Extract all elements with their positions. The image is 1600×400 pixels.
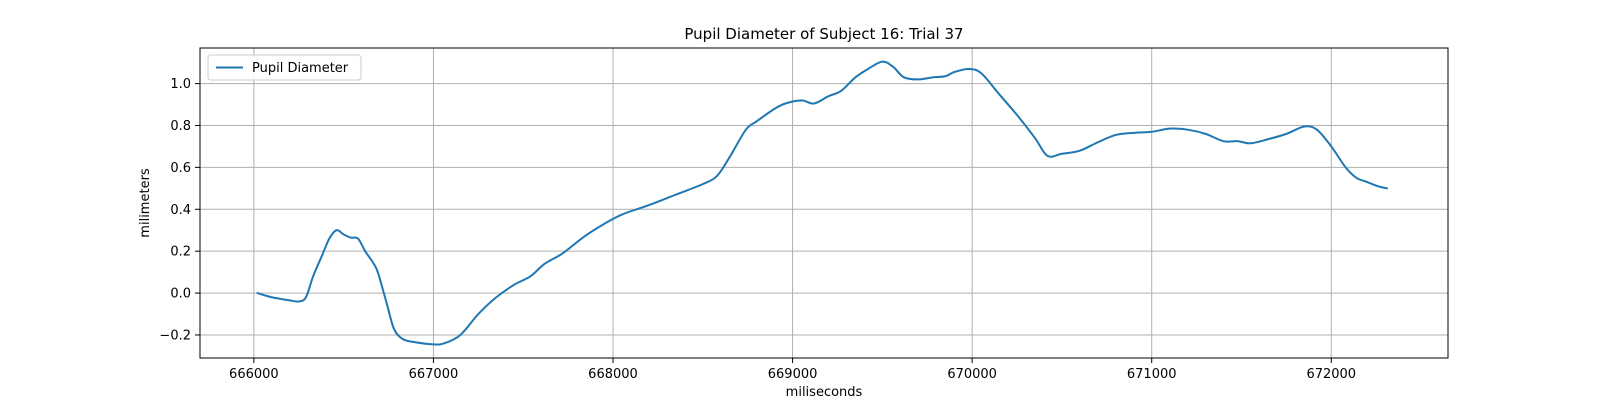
series-line-pupil-diameter [256,60,1388,346]
y-tick-label: 0.0 [170,287,191,302]
series-group [256,60,1388,346]
y-tick-label: 1.0 [170,77,191,92]
y-tick-label: 0.2 [170,245,191,260]
x-tick-label: 671000 [1127,367,1177,382]
x-tick-label: 672000 [1306,367,1356,382]
legend-label-pupil-diameter: Pupil Diameter [252,61,349,76]
x-axis-label: miliseconds [786,385,863,400]
x-tick-label: 666000 [229,367,279,382]
y-tick-label: 0.6 [170,161,191,176]
x-tick-label: 667000 [409,367,459,382]
x-axis: 666000 667000 668000 669000 670000 671000 6720… [229,358,1356,382]
y-tick-label: 0.8 [170,119,191,134]
x-tick-label: 668000 [588,367,638,382]
plot-area-frame [199,47,1449,359]
legend-box [207,54,362,81]
x-tick-label: 669000 [768,367,818,382]
chart-title: Pupil Diameter of Subject 16: Trial 37 [684,25,963,43]
grid [200,48,1448,358]
x-tick-label: 670000 [947,367,997,382]
y-tick-label: −0.2 [159,328,191,343]
y-tick-label: 0.4 [170,203,191,218]
y-axis: −0.2 0.0 0.2 0.4 0.6 0.8 1.0 [159,77,200,343]
y-axis-label: milimeters [138,168,153,238]
legend: Pupil Diameter [207,54,362,81]
